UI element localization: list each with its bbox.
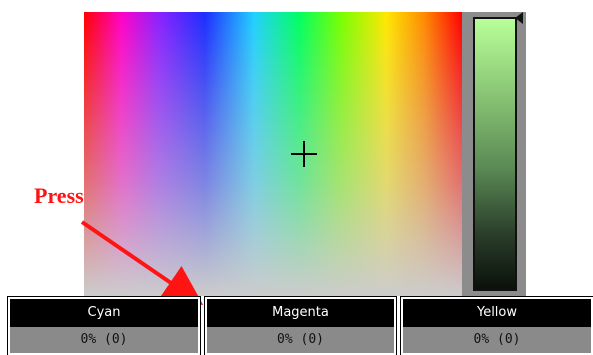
channel-name: Cyan (10, 299, 198, 327)
channel-name: Magenta (207, 299, 394, 327)
channel-value: 0% (0) (10, 327, 198, 353)
color-spectrum-field[interactable] (84, 12, 462, 296)
channel-yellow-button[interactable]: Yellow 0% (0) (400, 296, 593, 355)
channel-cyan-button[interactable]: Cyan 0% (0) (7, 296, 201, 355)
crosshair-icon[interactable] (291, 141, 317, 167)
channel-value: 0% (0) (403, 327, 591, 353)
brightness-slider[interactable] (473, 17, 517, 291)
channel-name: Yellow (403, 299, 591, 327)
press-annotation: Press (34, 183, 84, 208)
channel-value: 0% (0) (207, 327, 394, 353)
slider-marker-icon[interactable] (515, 12, 523, 24)
channel-magenta-button[interactable]: Magenta 0% (0) (204, 296, 397, 355)
arrow-icon (80, 220, 204, 306)
